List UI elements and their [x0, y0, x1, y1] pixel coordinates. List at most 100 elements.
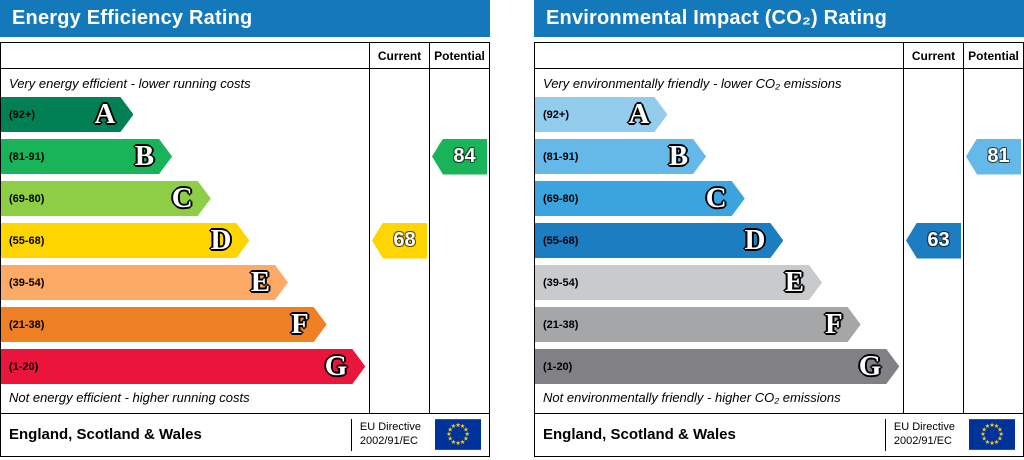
band-range-label: (39-54) — [543, 276, 579, 289]
energy-top-note: Very energy efficient - lower running co… — [9, 76, 251, 91]
eu-directive-line2: 2002/91/EC — [893, 434, 952, 447]
svg-text:★: ★ — [446, 431, 452, 438]
eu-flag-icon: ★★★★★★★★★★★★ — [969, 419, 1015, 451]
current-column-header: Current — [903, 43, 963, 68]
band-letter: A — [94, 98, 116, 130]
svg-text:★: ★ — [985, 423, 991, 430]
band-range-label: (1-20) — [543, 360, 573, 373]
band-letter: C — [705, 182, 727, 214]
band-row: (92+) A — [1, 97, 369, 132]
environmental-panel-title: Environmental Impact (CO₂) Rating — [546, 7, 888, 29]
band-bar: (55-68) D — [535, 223, 783, 258]
environmental-top-note: Very environmentally friendly - lower CO… — [543, 76, 842, 91]
svg-text:★: ★ — [447, 427, 453, 434]
svg-text:★: ★ — [997, 427, 1003, 434]
band-letter: D — [210, 224, 232, 256]
environmental-potential-column: 81 — [963, 69, 1023, 413]
environmental-title-bar: Environmental Impact (CO₂) Rating — [534, 0, 1024, 37]
environmental-current-rating-tag: 63 — [906, 222, 961, 259]
svg-text:★: ★ — [451, 439, 457, 446]
energy-efficiency-panel: Energy Efficiency Rating Current Potenti… — [0, 0, 490, 457]
environmental-column-headers: Current Potential — [535, 43, 1023, 69]
band-range-label: (69-80) — [543, 192, 579, 205]
energy-potential-rating-value: 84 — [453, 145, 476, 167]
band-letter: G — [324, 350, 348, 382]
band-range-label: (1-20) — [9, 360, 39, 373]
energy-potential-rating-tag: 84 — [432, 138, 487, 175]
svg-text:★: ★ — [463, 436, 469, 443]
band-range-label: (21-38) — [543, 318, 579, 331]
environmental-current-column: 63 — [903, 69, 963, 413]
environmental-bands-column: Very environmentally friendly - lower CO… — [535, 69, 903, 413]
svg-text:★: ★ — [451, 423, 457, 430]
band-row: (1-20) G — [535, 349, 903, 384]
eu-directive-line2: 2002/91/EC — [359, 434, 418, 447]
band-letter: D — [744, 224, 766, 256]
band-letter: B — [668, 140, 689, 172]
eu-directive-label: EU Directive 2002/91/EC — [884, 419, 963, 451]
band-range-label: (92+) — [9, 108, 35, 121]
svg-text:★: ★ — [981, 436, 987, 443]
svg-text:★: ★ — [463, 427, 469, 434]
energy-column-headers: Current Potential — [1, 43, 489, 69]
eu-directive-label: EU Directive 2002/91/EC — [350, 419, 429, 451]
band-bar: (55-68) D — [1, 223, 249, 258]
energy-current-column: 68 — [369, 69, 429, 413]
environmental-current-rating-value: 63 — [927, 229, 950, 251]
energy-bands-column: Very energy efficient - lower running co… — [1, 69, 369, 413]
band-letter: F — [824, 308, 843, 340]
band-bar: (81-91) B — [535, 139, 706, 174]
region-label: England, Scotland & Wales — [543, 426, 736, 444]
svg-text:★: ★ — [985, 439, 991, 446]
svg-text:★: ★ — [998, 431, 1004, 438]
band-letter: E — [784, 266, 805, 298]
band-range-label: (55-68) — [543, 234, 579, 247]
band-bar: (69-80) C — [535, 181, 745, 216]
energy-bands-list: (92+) A (81-91) B — [1, 95, 369, 386]
svg-text:★: ★ — [447, 436, 453, 443]
band-row: (81-91) B — [535, 139, 903, 174]
svg-text:★: ★ — [464, 431, 470, 438]
environmental-table-footer: England, Scotland & Wales EU Directive 2… — [535, 413, 1023, 456]
band-row: (39-54) E — [535, 265, 903, 300]
band-row: (55-68) D — [535, 223, 903, 258]
energy-bands-area: Very energy efficient - lower running co… — [1, 69, 489, 413]
energy-potential-column: 84 — [429, 69, 489, 413]
potential-column-header: Potential — [429, 43, 489, 68]
band-range-label: (81-91) — [9, 150, 45, 163]
energy-rating-table: Current Potential Very energy efficient … — [0, 42, 490, 457]
potential-column-header: Potential — [963, 43, 1023, 68]
svg-text:★: ★ — [460, 423, 466, 430]
svg-text:★: ★ — [455, 422, 461, 429]
band-range-label: (92+) — [543, 108, 569, 121]
environmental-bands-list: (92+) A (81-91) B — [535, 95, 903, 386]
band-row: (69-80) C — [1, 181, 369, 216]
band-letter: C — [171, 182, 193, 214]
band-letter: F — [290, 308, 309, 340]
band-row: (21-38) F — [1, 307, 369, 342]
band-bar: (92+) A — [535, 97, 667, 132]
energy-bottom-note: Not energy efficient - higher running co… — [9, 390, 250, 405]
band-row: (1-20) G — [1, 349, 369, 384]
band-letter: E — [250, 266, 271, 298]
region-label: England, Scotland & Wales — [9, 426, 202, 444]
band-bar: (1-20) G — [535, 349, 899, 384]
svg-text:★: ★ — [989, 440, 995, 447]
band-bar: (21-38) F — [535, 307, 861, 342]
svg-text:★: ★ — [994, 423, 1000, 430]
eu-directive-line1: EU Directive — [359, 421, 421, 433]
energy-panel-title: Energy Efficiency Rating — [12, 7, 253, 29]
band-bar: (92+) A — [1, 97, 133, 132]
eu-directive-line1: EU Directive — [893, 421, 955, 433]
band-bar: (69-80) C — [1, 181, 211, 216]
energy-current-rating-value: 68 — [393, 229, 416, 251]
svg-text:★: ★ — [997, 436, 1003, 443]
band-row: (55-68) D — [1, 223, 369, 258]
band-range-label: (81-91) — [543, 150, 579, 163]
band-range-label: (21-38) — [9, 318, 45, 331]
band-row: (39-54) E — [1, 265, 369, 300]
svg-text:★: ★ — [980, 431, 986, 438]
band-letter: A — [628, 98, 650, 130]
header-spacer — [1, 43, 369, 68]
